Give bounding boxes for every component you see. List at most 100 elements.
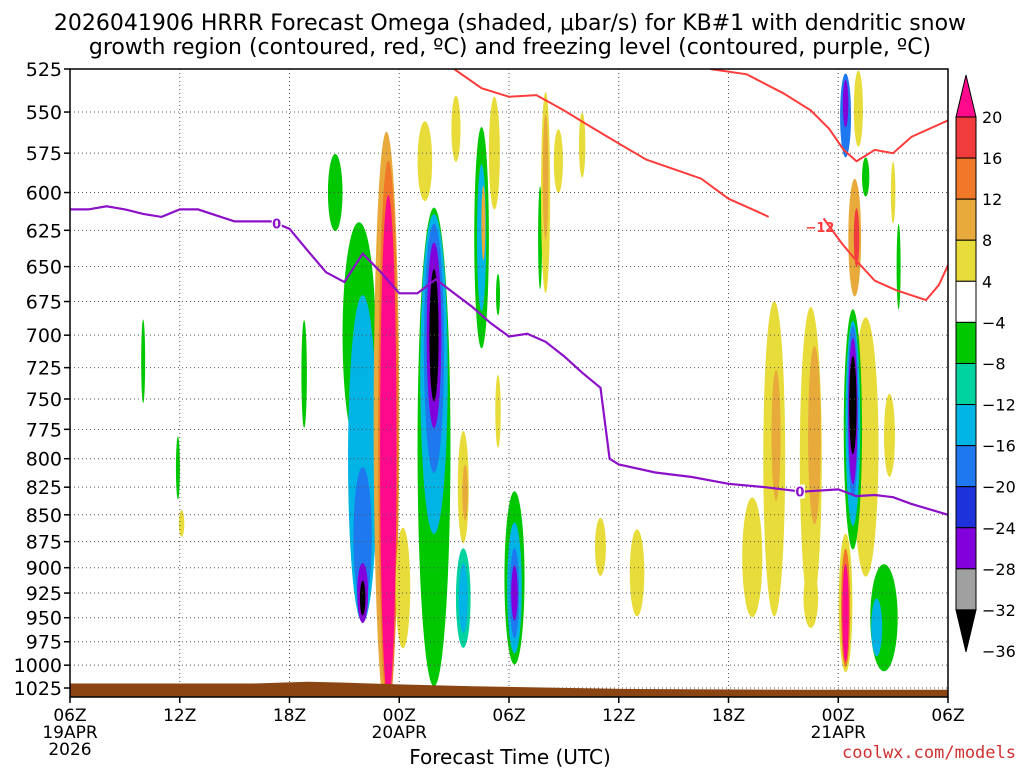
colorbar-swatch	[955, 116, 977, 159]
colorbar-bottom-arrow	[955, 609, 977, 653]
x-tick-label: 06Z	[53, 706, 86, 726]
colorbar-label: −36	[982, 642, 1016, 661]
contour-labels: 0 0 −12	[271, 216, 834, 500]
colorbar-label: −8	[982, 354, 1006, 373]
y-tick-label: 1000	[14, 655, 62, 677]
x-tick-label: 00Z	[822, 706, 855, 726]
omega-cell	[395, 527, 411, 649]
omega-cell	[883, 393, 895, 477]
chart-title-line-2: growth region (contoured, red, ºC) and f…	[89, 35, 931, 60]
dgz-contour	[822, 217, 948, 302]
colorbar-label: −28	[982, 560, 1016, 579]
y-tick-label: 575	[26, 143, 62, 165]
colorbar-top-arrow	[955, 74, 977, 118]
omega-cell	[853, 70, 863, 147]
colorbar-swatch	[955, 486, 977, 529]
y-tick-label: 675	[26, 292, 62, 314]
y-tick-label: 700	[26, 325, 62, 347]
y-tick-label: 650	[26, 257, 62, 279]
colorbar-label: 8	[982, 231, 992, 250]
omega-cell	[327, 153, 343, 232]
colorbar-label: 20	[982, 108, 1002, 127]
freezing-level-label: 0	[795, 485, 804, 500]
x-tick-date: 19APR	[42, 723, 98, 743]
omega-cell	[380, 195, 397, 697]
colorbar-label: −32	[982, 601, 1016, 620]
colorbar-swatch	[955, 404, 977, 447]
omega-cell	[803, 568, 819, 628]
omega-cell	[853, 208, 860, 268]
colorbar-label: −24	[982, 519, 1016, 538]
y-tick-label: 600	[26, 183, 62, 205]
colorbar-label: −4	[982, 313, 1006, 332]
omega-cell	[538, 186, 543, 290]
x-tick-label: 12Z	[163, 706, 196, 726]
omega-cell	[458, 563, 468, 633]
dgz-contour	[710, 69, 948, 163]
watermark-text: coolwx.com/models	[842, 743, 1016, 763]
freezing-level-contour	[70, 205, 948, 516]
y-tick-label: 800	[26, 449, 62, 471]
chart-title-line-1: 2026041906 HRRR Forecast Omega (shaded, …	[54, 11, 966, 36]
grid-lines	[70, 69, 948, 697]
colorbar-swatch	[955, 280, 977, 323]
omega-cell	[890, 161, 896, 224]
y-tick-label: 850	[26, 505, 62, 527]
omega-cell	[862, 157, 870, 197]
x-tick-label: 06Z	[492, 706, 525, 726]
y-tick-label: 925	[26, 583, 62, 605]
dgz-contour-label: −12	[805, 221, 834, 236]
omega-cell	[553, 129, 563, 194]
y-axis: 525 550 575 600 625 650 675 700 725 750 775 800 825 8…	[14, 59, 70, 700]
y-tick-label: 975	[26, 632, 62, 654]
colorbar-swatch	[955, 321, 977, 364]
freezing-level-label: 0	[272, 218, 281, 233]
contours	[70, 69, 948, 516]
colorbar-label: −16	[982, 437, 1016, 456]
omega-cell	[578, 112, 586, 178]
colorbar-swatch	[955, 239, 977, 282]
omega-cell	[359, 580, 366, 616]
y-tick-label: 625	[26, 220, 62, 242]
colorbar-swatch	[955, 157, 977, 200]
x-tick-label: 12Z	[602, 706, 635, 726]
colorbar-label: 12	[982, 190, 1002, 209]
omega-cell	[842, 563, 849, 662]
omega-cell	[842, 79, 849, 128]
terrain	[70, 681, 948, 697]
omega-cell	[451, 95, 461, 162]
y-tick-label: 550	[26, 102, 62, 124]
x-tick-label: 18Z	[712, 706, 745, 726]
colorbar-swatch	[955, 445, 977, 488]
contour-label-bg	[794, 484, 805, 499]
omega-cell	[871, 598, 883, 657]
y-tick-label: 525	[26, 59, 62, 81]
omega-cell	[808, 346, 821, 525]
omega-cell	[629, 529, 645, 617]
colorbar: 20 16 12 8 4 −4 −8 −12 −16 −20 −24 −28 −32 −36	[955, 74, 1016, 661]
colorbar-label: −20	[982, 478, 1016, 497]
omega-shading	[141, 70, 901, 697]
omega-cell	[771, 369, 781, 501]
dgz-contour	[453, 69, 770, 218]
omega-cell	[742, 497, 763, 618]
plot-area	[70, 69, 948, 697]
omega-cell	[542, 114, 549, 240]
y-tick-label: 875	[26, 532, 62, 554]
colorbar-label: 16	[982, 149, 1002, 168]
x-tick-year: 2026	[48, 740, 91, 760]
colorbar-swatch	[955, 568, 977, 611]
colorbar-swatch	[955, 198, 977, 241]
colorbar-label: −12	[982, 396, 1016, 415]
y-tick-label: 750	[26, 389, 62, 411]
x-tick-label: 00Z	[383, 706, 416, 726]
x-axis-label: Forecast Time (UTC)	[409, 745, 611, 768]
omega-cell	[496, 273, 501, 316]
omega-cell	[594, 517, 606, 576]
colorbar-swatch	[955, 362, 977, 406]
terrain-fill	[70, 681, 948, 697]
omega-cell	[175, 436, 180, 500]
y-tick-label: 725	[26, 358, 62, 380]
colorbar-label: 4	[982, 272, 992, 291]
